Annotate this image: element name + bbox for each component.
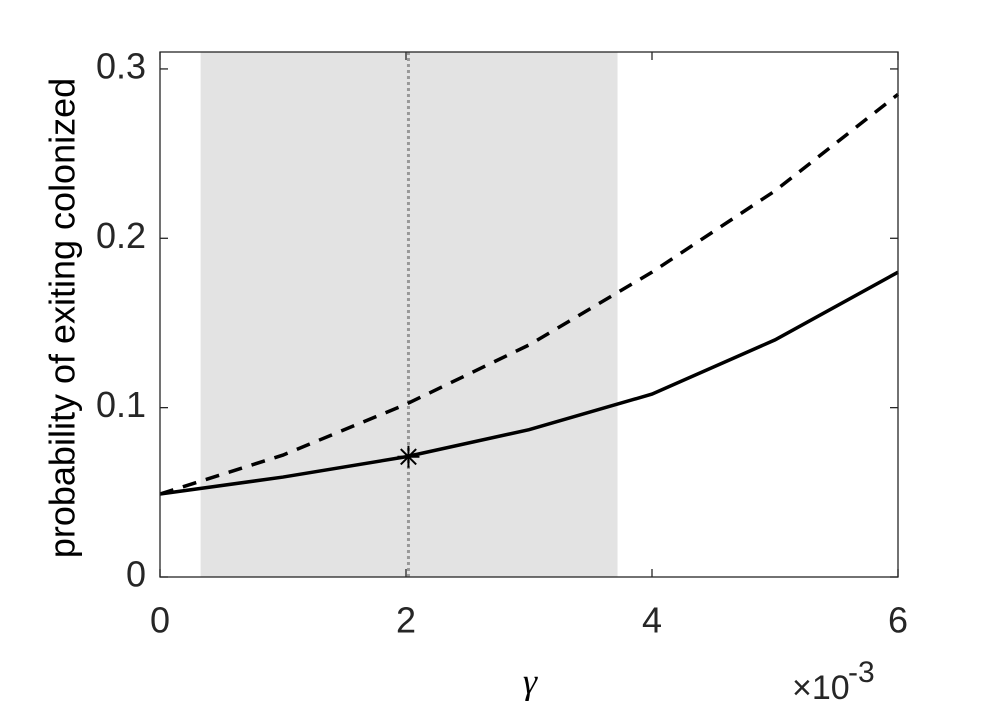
x-tick-label: 2 [396,600,416,641]
y-tick-label: 0.2 [96,215,146,256]
x-tick-label: 4 [642,600,662,641]
y-tick-label: 0 [126,554,146,595]
marker [397,445,420,468]
y-axis-label: probability of exiting colonized [42,78,83,558]
x-axis-label: γ [523,661,538,701]
y-tick-label: 0.1 [96,384,146,425]
x-tick-label: 6 [888,600,908,641]
plot-frame [159,51,899,578]
data-line [159,270,899,496]
y-tick-label: 0.3 [96,45,146,86]
shaded-region [200,52,618,577]
x-tick-label: 0 [150,600,170,641]
x-multiplier: ×10 [792,669,850,707]
data-line [159,92,900,496]
x-multiplier-exponent: -3 [848,656,875,689]
